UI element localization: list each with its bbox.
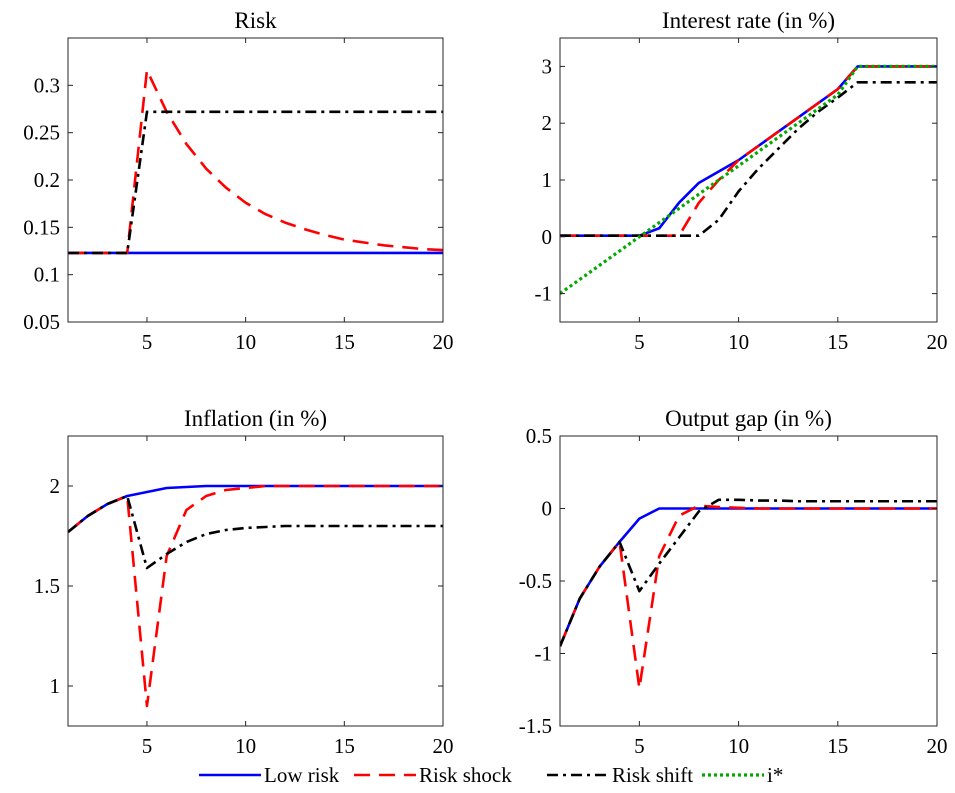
y-tick-label: 0.1 <box>34 263 60 287</box>
plot-frame <box>67 435 444 727</box>
x-tick-label: 20 <box>927 330 948 354</box>
y-tick-label: -1 <box>535 282 553 306</box>
legend-label-low-risk: Low risk <box>264 763 340 787</box>
y-tick-label: 3 <box>542 54 553 78</box>
plot-frame <box>559 37 938 323</box>
y-tick-label: 1 <box>542 168 553 192</box>
x-tick-label: 15 <box>827 734 848 758</box>
x-tick-label: 20 <box>433 734 454 758</box>
y-tick-label: -0.5 <box>519 569 552 593</box>
series-line-risk-shift <box>68 110 443 255</box>
x-tick-label: 5 <box>142 734 153 758</box>
y-tick-label: 0 <box>542 497 553 521</box>
panel-title: Output gap (in %) <box>665 406 832 431</box>
y-tick-label: 2 <box>542 111 553 135</box>
series-line-risk-shift <box>560 498 937 647</box>
panel-title: Inflation (in %) <box>184 406 327 431</box>
panel-interest-rate-in: Interest rate (in %) 5 10 15 20 -1 0 1 2 3 <box>535 8 948 354</box>
panel-inflation-in: Inflation (in %) 5 10 15 20 1 1.5 2 <box>34 406 454 758</box>
series-line-low-risk <box>560 65 937 237</box>
y-tick-label: 0.2 <box>34 168 60 192</box>
x-tick-label: 15 <box>334 330 355 354</box>
y-tick-label: 2 <box>50 474 61 498</box>
x-tick-label: 15 <box>334 734 355 758</box>
series-line-risk-shock <box>560 504 937 690</box>
series-line-risk-shift <box>68 494 443 570</box>
series-line-risk-shock <box>68 68 443 255</box>
x-tick-label: 20 <box>927 734 948 758</box>
x-tick-label: 10 <box>235 330 256 354</box>
x-tick-label: 10 <box>235 734 256 758</box>
legend-label-risk-shift: Risk shift <box>612 763 693 787</box>
x-tick-label: 10 <box>728 330 749 354</box>
x-tick-label: 20 <box>433 330 454 354</box>
x-tick-label: 5 <box>634 330 645 354</box>
plot-frame <box>67 37 444 323</box>
legend-label-risk-shock: Risk shock <box>419 763 512 787</box>
series-line-risk-shock <box>560 65 937 237</box>
series-line-risk-shock <box>68 484 443 708</box>
y-tick-label: 0.25 <box>23 121 60 145</box>
y-tick-label: 1 <box>50 674 61 698</box>
y-tick-label: -1.5 <box>519 714 552 738</box>
series-line-low-risk <box>560 507 937 647</box>
plot-frame <box>559 435 938 727</box>
y-tick-label: 0.5 <box>526 424 552 448</box>
series-line-i <box>560 64 937 295</box>
x-tick-label: 5 <box>634 734 645 758</box>
panel-title: Risk <box>234 8 277 33</box>
y-tick-label: 0 <box>542 225 553 249</box>
legend: Low risk Risk shock Risk shift i* <box>199 763 783 787</box>
y-tick-label: 0.15 <box>23 215 60 239</box>
x-tick-label: 10 <box>728 734 749 758</box>
panel-risk: Risk 5 10 15 20 0.05 0.1 0.15 0.2 0.25 0.3 <box>23 8 453 354</box>
series-line-risk-shift <box>560 81 937 237</box>
x-tick-label: 5 <box>142 330 153 354</box>
panel-output-gap-in: Output gap (in %) 5 10 15 20 -1.5 -1 -0.5 0 0.5 <box>519 406 948 758</box>
y-tick-label: 1.5 <box>34 574 60 598</box>
panel-title: Interest rate (in %) <box>662 8 835 33</box>
y-tick-label: 0.05 <box>23 310 60 334</box>
legend-label-i: i* <box>767 763 783 787</box>
y-tick-label: 0.3 <box>34 73 60 97</box>
y-tick-label: -1 <box>535 642 553 666</box>
x-tick-label: 15 <box>827 330 848 354</box>
